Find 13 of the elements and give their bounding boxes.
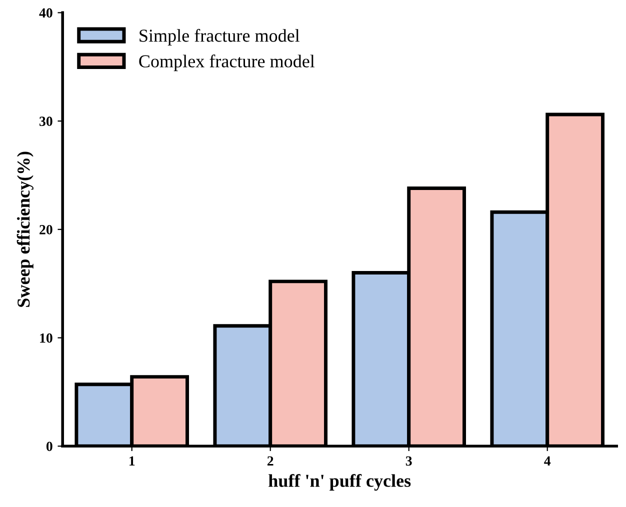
y-tick-label: 30 <box>40 116 52 126</box>
x-axis-title: huff 'n' puff cycles <box>268 474 411 491</box>
x-tick-label: 2 <box>267 456 274 466</box>
y-tick-label: 20 <box>40 225 52 234</box>
y-tick-label: 0 <box>46 442 52 452</box>
legend-label: Complex fracture model <box>139 54 315 72</box>
legend-label: Simple fracture model <box>140 28 300 46</box>
y-tick-label: 10 <box>40 333 52 343</box>
y-axis-title: Sweep efficiency(%) <box>16 152 34 307</box>
x-tick-label: 3 <box>406 456 412 466</box>
x-tick-label: 4 <box>544 456 551 466</box>
y-tick-label: 40 <box>39 8 52 18</box>
x-tick-label: 1 <box>129 456 135 466</box>
